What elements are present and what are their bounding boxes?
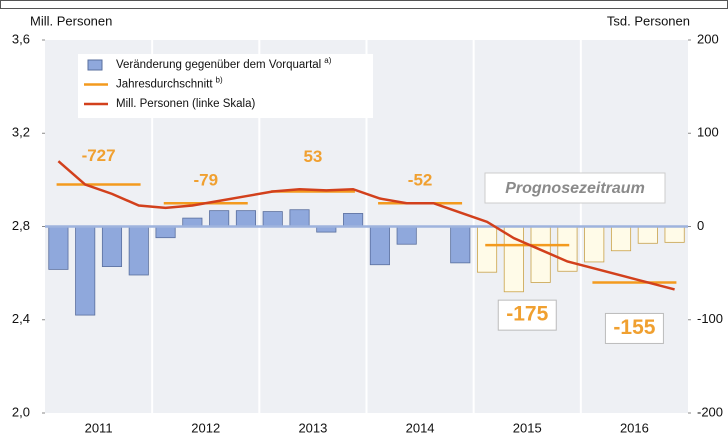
bar <box>530 226 551 283</box>
bar <box>584 226 605 263</box>
bar <box>503 226 524 293</box>
y2-axis-label: Tsd. Personen <box>607 13 690 28</box>
legend-note: b) <box>216 76 223 85</box>
x-tick-label: 2013 <box>298 420 327 435</box>
y2-tick-label: 0 <box>697 218 704 233</box>
legend-swatch <box>87 59 103 71</box>
annual-change-label: -79 <box>193 171 218 190</box>
y2-tick-label: 100 <box>697 125 719 140</box>
bar <box>477 226 498 273</box>
annotation-box <box>484 172 666 204</box>
x-tick-label: 2015 <box>513 420 542 435</box>
x-tick-label: 2012 <box>191 420 220 435</box>
y-axis-label: Mill. Personen <box>30 13 112 28</box>
bar <box>664 226 685 243</box>
legend-label: Jahresdurchschnitt b) <box>116 76 223 91</box>
bar <box>155 226 176 239</box>
x-tick-label: 2011 <box>85 420 113 435</box>
line-series <box>57 160 675 291</box>
bar <box>289 209 310 227</box>
bar <box>557 226 578 272</box>
bar <box>450 226 471 264</box>
bar <box>128 226 149 276</box>
annual-change-label: -727 <box>82 146 116 165</box>
annual-change-label: -175 <box>506 303 548 326</box>
legend-note: a) <box>324 56 331 65</box>
bar <box>610 226 632 252</box>
annotation: Prognosezeitraum <box>505 180 645 197</box>
bar <box>396 226 417 245</box>
bar <box>182 217 203 227</box>
annual-change-label: -52 <box>408 171 433 190</box>
y-tick-label: 2,8 <box>12 218 30 233</box>
y2-tick-label: -100 <box>697 311 723 326</box>
y-tick-label: 3,2 <box>12 125 30 140</box>
x-tick-label: 2016 <box>620 420 649 435</box>
legend-label: Mill. Personen (linke Skala) <box>116 98 256 110</box>
y-tick-label: 2,4 <box>12 311 30 326</box>
bar <box>637 226 658 244</box>
annual-change-label: -155 <box>613 316 655 339</box>
legend-name: Mill. Personen (linke Skala) <box>116 98 256 110</box>
bar <box>262 211 283 227</box>
y2-tick-label: -200 <box>697 404 723 419</box>
bar <box>343 213 364 227</box>
bar <box>75 226 96 316</box>
bar <box>101 226 123 267</box>
legend-name: Veränderung gegenüber dem Vorquartal <box>116 59 321 71</box>
legend-box <box>78 54 373 118</box>
y-tick-label: 2,0 <box>12 404 30 419</box>
bar <box>235 210 256 227</box>
y-tick-label: 3,6 <box>12 31 30 46</box>
bar <box>369 226 390 266</box>
x-tick-label: 2014 <box>406 420 435 435</box>
frame-top <box>0 0 728 9</box>
bar <box>209 210 230 227</box>
annual-change-label: 53 <box>303 147 322 166</box>
legend-name: Jahresdurchschnitt <box>116 79 213 91</box>
legend-label: Veränderung gegenüber dem Vorquartal a) <box>116 56 332 71</box>
bar <box>48 226 69 270</box>
y2-tick-label: 200 <box>697 31 719 46</box>
label-box <box>604 312 664 344</box>
label-box <box>497 299 557 331</box>
